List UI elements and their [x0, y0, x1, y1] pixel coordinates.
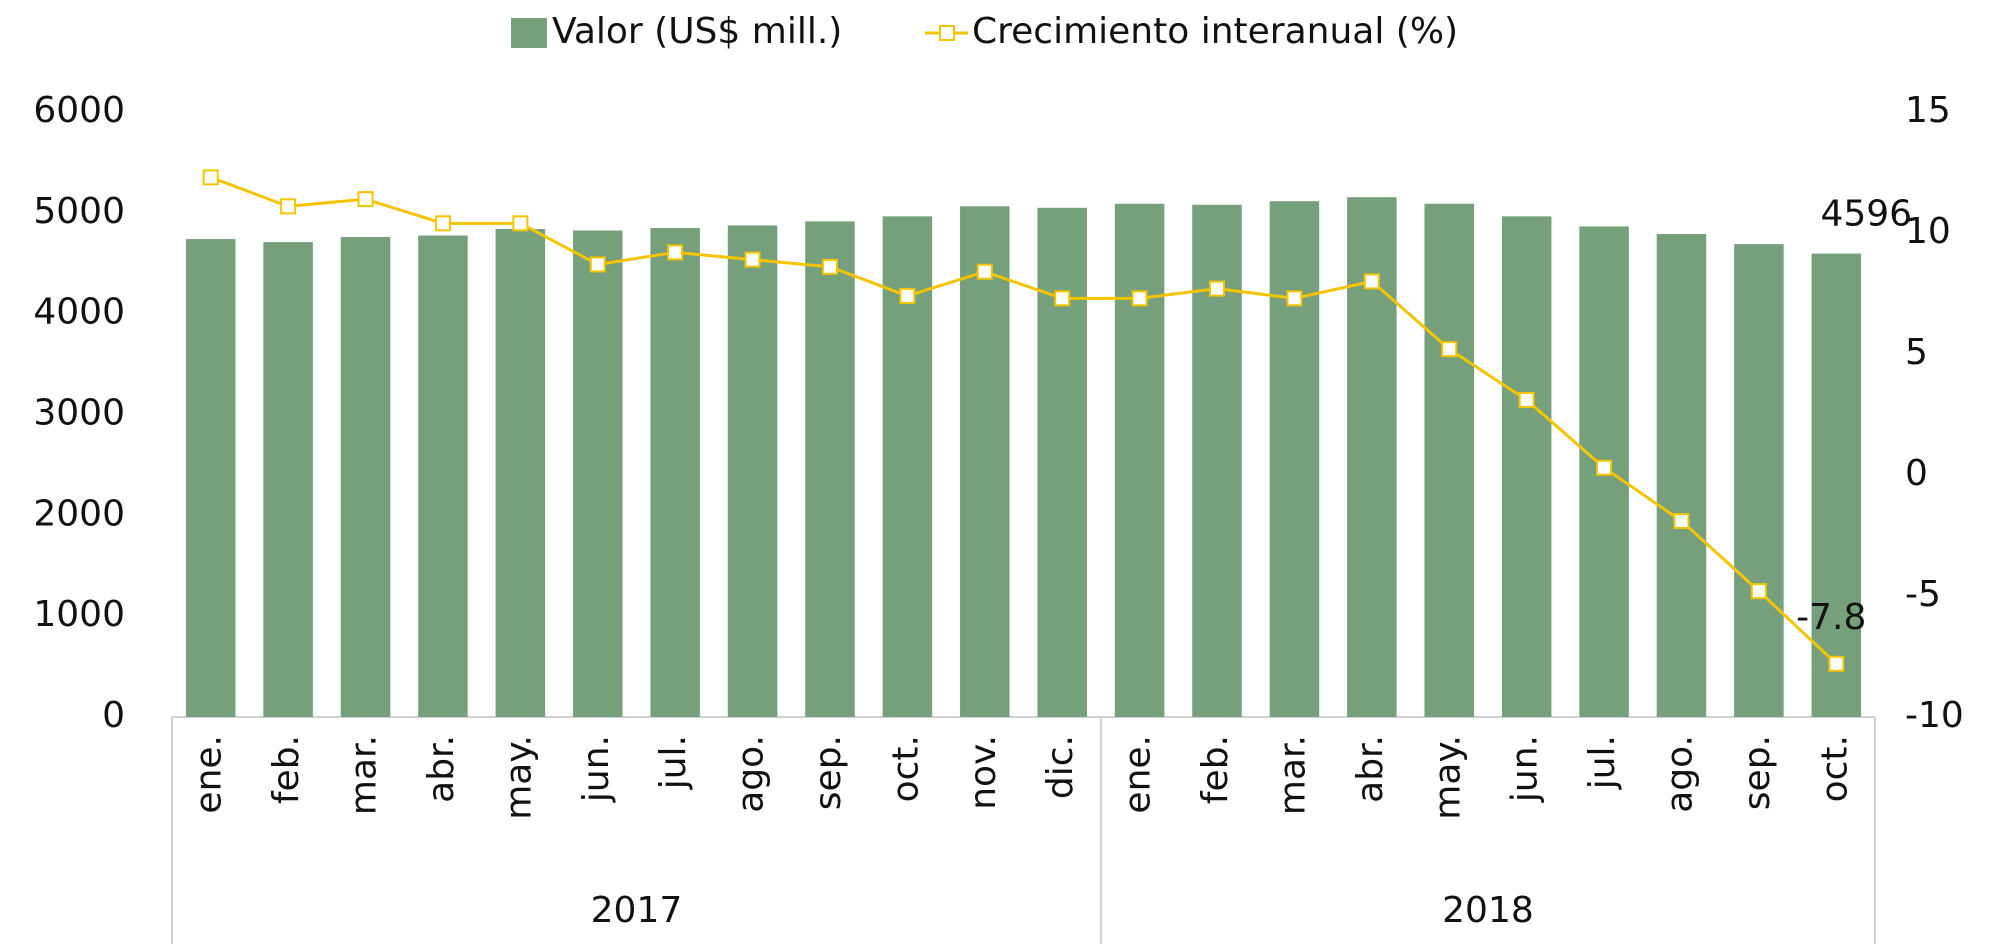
x-tick-label: jul. — [1582, 735, 1623, 790]
bar — [1656, 234, 1707, 717]
bar-value-label: 4596 — [1820, 194, 1912, 235]
bar — [418, 235, 468, 718]
x-tick-label: jul. — [653, 735, 694, 790]
line-marker — [280, 198, 297, 215]
y-tick-label: 0 — [102, 695, 125, 736]
bar — [1734, 244, 1784, 717]
bar — [805, 221, 855, 717]
x-tick-label: ene. — [189, 735, 230, 814]
line-marker — [357, 191, 374, 208]
line-marker — [589, 256, 606, 273]
x-tick-label: nov. — [963, 735, 1004, 810]
bar — [340, 237, 391, 718]
x-tick-label: mar. — [344, 735, 385, 815]
bar — [1811, 253, 1862, 717]
line-value-label: -7.8 — [1796, 597, 1866, 638]
line-marker — [512, 215, 529, 232]
y-tick-label: 2000 — [33, 493, 125, 534]
x-tick-label: feb. — [266, 735, 307, 804]
y2-tick-label: 0 — [1905, 453, 1928, 494]
line-marker — [744, 251, 761, 268]
legend-label: Crecimiento interanual (%) — [972, 11, 1458, 52]
bar — [263, 242, 313, 717]
bar — [1269, 201, 1320, 718]
legend-swatch — [511, 18, 547, 48]
x-tick-label: jun. — [1505, 735, 1546, 803]
line-marker — [667, 244, 684, 261]
group-label: 2017 — [591, 890, 683, 931]
bar — [727, 225, 778, 717]
x-tick-label: oct. — [885, 735, 926, 802]
y2-tick-label: -5 — [1905, 574, 1941, 615]
y2-tick-label: 10 — [1905, 211, 1951, 252]
y-tick-label: 3000 — [33, 393, 125, 434]
y-tick-label: 6000 — [33, 90, 125, 131]
line-marker — [434, 215, 451, 232]
line-marker — [976, 263, 993, 280]
bar — [650, 227, 700, 718]
x-tick-label: dic. — [1040, 735, 1081, 799]
y2-tick-label: -10 — [1905, 695, 1964, 736]
line-marker — [1131, 290, 1148, 307]
bar — [572, 230, 623, 717]
x-tick-label: may. — [1427, 735, 1468, 820]
line-marker — [821, 258, 838, 275]
line-marker — [1209, 280, 1226, 297]
x-tick-label: abr. — [1350, 735, 1391, 803]
line-marker — [1673, 512, 1690, 529]
legend-marker — [939, 25, 955, 41]
x-tick-label: jun. — [576, 735, 617, 803]
bar — [495, 228, 546, 717]
line-marker — [1596, 459, 1613, 476]
line-marker — [899, 287, 916, 304]
x-tick-label: ago. — [1659, 735, 1700, 813]
line-marker — [1286, 290, 1303, 307]
line-marker — [1054, 290, 1071, 307]
y-tick-label: 5000 — [33, 191, 125, 232]
bar — [1501, 216, 1552, 718]
bar — [1114, 203, 1165, 718]
x-tick-label: ene. — [1118, 735, 1159, 814]
y2-tick-label: 15 — [1905, 90, 1951, 131]
legend-label: Valor (US$ mill.) — [552, 11, 842, 52]
y-tick-label: 4000 — [33, 292, 125, 333]
x-tick-label: ago. — [731, 735, 772, 813]
line-marker — [1518, 391, 1535, 408]
line-marker — [1441, 341, 1458, 358]
x-tick-label: sep. — [808, 735, 849, 810]
y2-tick-label: 5 — [1905, 332, 1928, 373]
bar — [1424, 203, 1475, 718]
line-marker — [1750, 583, 1767, 600]
x-tick-label: sep. — [1737, 735, 1778, 810]
line-marker — [202, 169, 219, 186]
line-marker — [1363, 273, 1380, 290]
x-tick-label: abr. — [421, 735, 462, 803]
x-tick-label: may. — [498, 735, 539, 820]
bar — [1037, 207, 1087, 717]
line — [210, 175, 1838, 665]
x-tick-label: mar. — [1272, 735, 1313, 815]
line-marker — [1828, 655, 1845, 672]
bar — [185, 239, 236, 718]
y-tick-label: 1000 — [33, 594, 125, 635]
x-tick-label: feb. — [1195, 735, 1236, 804]
bar — [960, 206, 1010, 717]
x-tick-label: oct. — [1814, 735, 1855, 802]
group-label: 2018 — [1442, 890, 1534, 931]
